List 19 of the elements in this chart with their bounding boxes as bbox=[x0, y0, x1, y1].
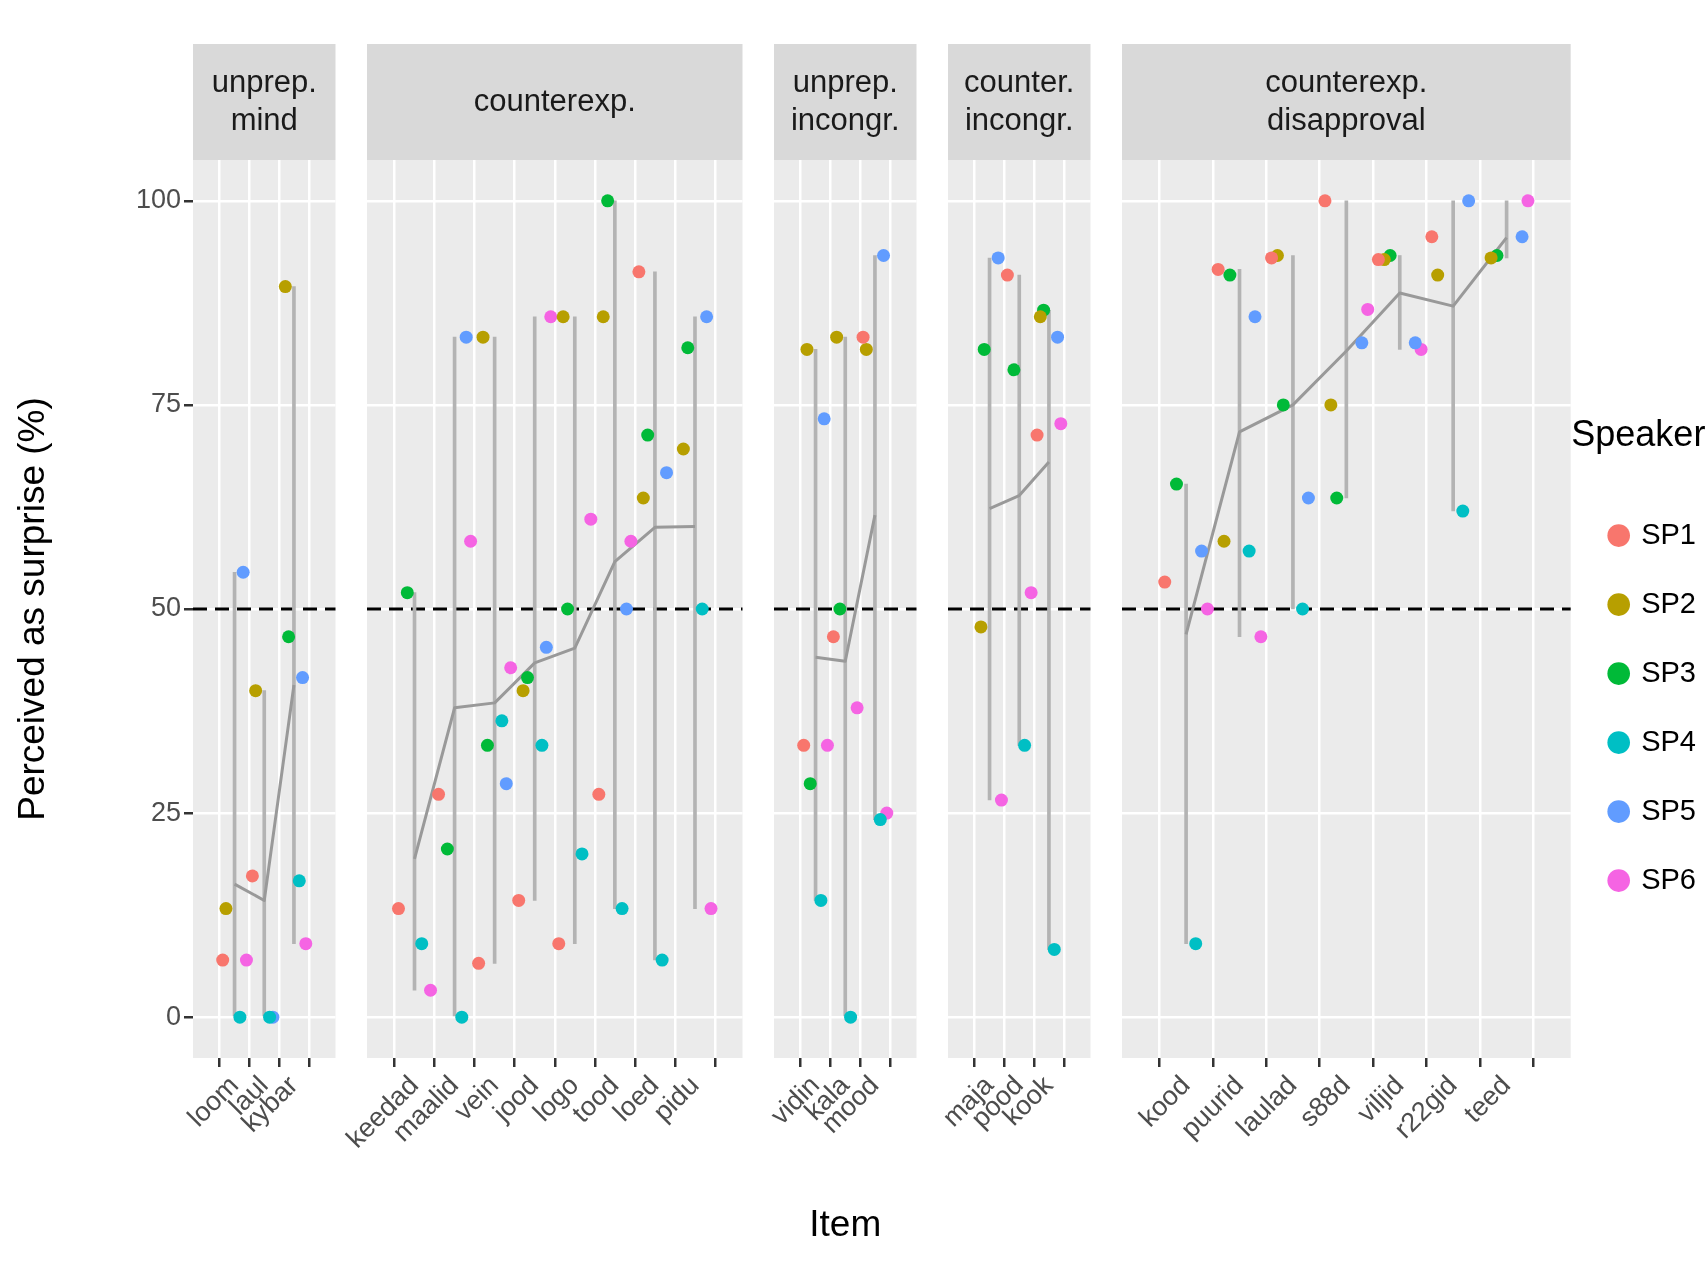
y-tick-label: 100 bbox=[135, 184, 181, 215]
y-tick-label: 25 bbox=[150, 796, 181, 827]
legend-label: SP6 bbox=[1641, 862, 1697, 895]
chart-title: counterexp. bbox=[473, 82, 636, 118]
chart-title: counter. incongr. bbox=[964, 63, 1075, 137]
legend-label: SP1 bbox=[1641, 517, 1697, 550]
y-tick-label: 0 bbox=[165, 1000, 181, 1031]
y-tick-label: 50 bbox=[150, 592, 181, 623]
legend-label: SP3 bbox=[1641, 655, 1697, 688]
y-axis-title: Perceived as surprise (%) bbox=[11, 397, 53, 821]
x-axis-title: Item bbox=[809, 1202, 882, 1244]
legend-title: Speaker bbox=[1571, 412, 1706, 454]
legend-label: SP5 bbox=[1641, 793, 1697, 826]
legend-label: SP2 bbox=[1641, 586, 1697, 619]
chart-title: counterexp. disapproval bbox=[1265, 63, 1428, 137]
legend-label: SP4 bbox=[1641, 724, 1697, 757]
chart-title: unprep. incongr. bbox=[790, 63, 900, 137]
chart-title: unprep. mind bbox=[211, 63, 317, 137]
y-tick-label: 75 bbox=[150, 388, 181, 419]
